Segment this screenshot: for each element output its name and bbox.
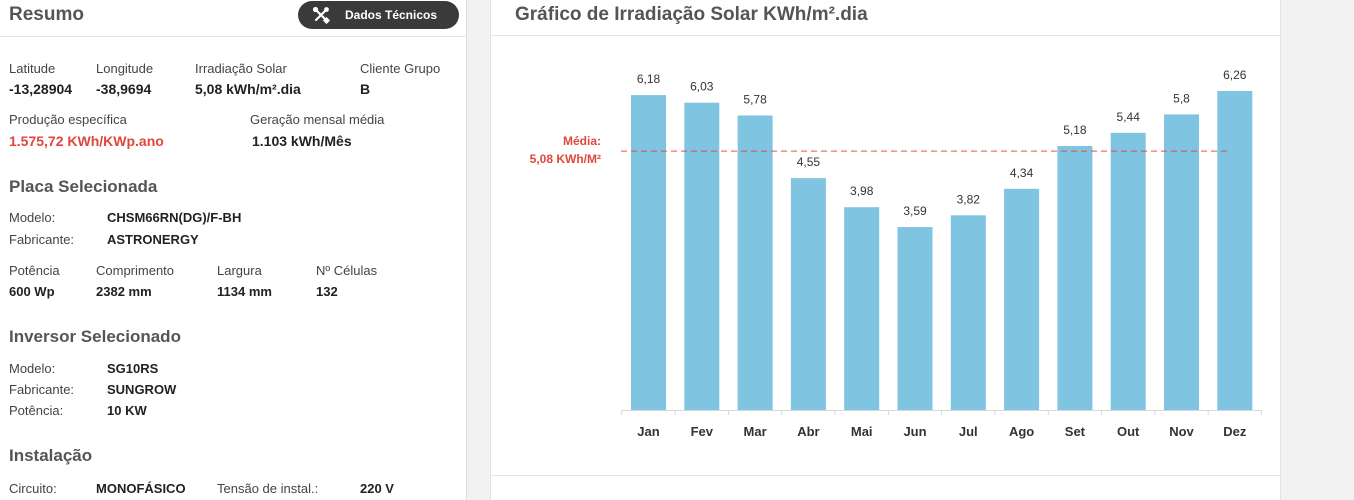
panel-model-value: CHSM66RN(DG)/F-BH bbox=[107, 210, 242, 225]
x-tick-label: Jul bbox=[959, 424, 978, 439]
x-tick-label: Jan bbox=[637, 424, 659, 439]
bar-abr bbox=[790, 178, 826, 410]
bar-fev bbox=[684, 102, 720, 410]
average-label: Média: bbox=[563, 134, 601, 148]
installation-section-title: Instalação bbox=[9, 446, 93, 465]
chart-panel: Gráfico de Irradiação Solar KWh/m².dia 6… bbox=[490, 0, 1281, 500]
client-group-value: B bbox=[360, 81, 371, 97]
voltage-value: 220 V bbox=[360, 481, 394, 496]
panel-manufacturer-value: ASTRONERGY bbox=[107, 232, 199, 247]
bar-value-label: 3,59 bbox=[903, 204, 927, 218]
inverter-power-label: Potência: bbox=[9, 403, 64, 418]
x-tick-label: Jun bbox=[903, 424, 926, 439]
bar-value-label: 5,8 bbox=[1173, 91, 1190, 105]
voltage-label: Tensão de instal.: bbox=[217, 481, 319, 496]
inverter-manufacturer-label: Fabricante: bbox=[9, 382, 75, 397]
bar-value-label: 6,03 bbox=[690, 80, 714, 94]
longitude-value: -38,9694 bbox=[96, 81, 152, 97]
irradiation-bar-chart: 6,18 Jan 6,03 Fev 5,78 Mar 4,55 Abr 3,98 Mai 3,59 J… bbox=[530, 68, 1262, 439]
inverter-model-value: SG10RS bbox=[107, 361, 159, 376]
bar-ago bbox=[1004, 188, 1040, 410]
panel-power-label: Potência bbox=[9, 263, 60, 278]
bar-jan bbox=[631, 95, 666, 410]
bar-jul bbox=[950, 215, 986, 410]
bar-dez bbox=[1217, 91, 1253, 410]
inverter-model-label: Modelo: bbox=[9, 361, 56, 376]
panel-length-label: Comprimento bbox=[96, 263, 175, 278]
monthly-generation-value: 1.103 kWh/Mês bbox=[252, 133, 352, 149]
panel-cells-label: Nº Células bbox=[316, 263, 378, 278]
panel-manufacturer-label: Fabricante: bbox=[9, 232, 75, 247]
inverter-section-title: Inversor Selecionado bbox=[9, 327, 181, 346]
client-group-label: Cliente Grupo bbox=[360, 61, 441, 76]
summary-title: Resumo bbox=[9, 4, 84, 25]
circuit-value: MONOFÁSICO bbox=[96, 481, 186, 496]
x-tick-label: Dez bbox=[1223, 424, 1247, 439]
x-tick-label: Mai bbox=[851, 424, 873, 439]
panel-length-value: 2382 mm bbox=[96, 284, 152, 299]
x-tick-label: Out bbox=[1117, 424, 1140, 439]
x-tick-label: Ago bbox=[1009, 424, 1034, 439]
bar-nov bbox=[1164, 114, 1199, 411]
bar-out bbox=[1110, 132, 1146, 411]
chart-header-divider bbox=[491, 35, 1280, 36]
bar-value-label: 3,98 bbox=[850, 184, 874, 198]
panel-power-value: 600 Wp bbox=[9, 284, 55, 299]
inverter-power-value: 10 KW bbox=[107, 403, 147, 418]
panel-section-title: Placa Selecionada bbox=[9, 177, 158, 196]
bar-set bbox=[1057, 146, 1093, 410]
bar-value-label: 5,78 bbox=[743, 93, 767, 107]
specific-production-label: Produção específica bbox=[9, 112, 127, 127]
bar-value-label: 5,44 bbox=[1117, 110, 1141, 124]
panel-width-label: Largura bbox=[217, 263, 262, 278]
bar-value-label: 3,82 bbox=[957, 192, 981, 206]
summary-panel: Resumo Dados Técnicos Latitude -13,28904… bbox=[0, 0, 467, 500]
technical-data-button-label: Dados Técnicos bbox=[345, 8, 438, 22]
bar-mai bbox=[844, 207, 880, 410]
x-tick-label: Mar bbox=[744, 424, 767, 439]
wrench-screwdriver-icon bbox=[312, 6, 330, 24]
specific-production-value: 1.575,72 KWh/KWp.ano bbox=[9, 133, 164, 149]
latitude-label: Latitude bbox=[9, 61, 56, 76]
irradiation-label: Irradiação Solar bbox=[195, 61, 287, 76]
x-tick-label: Set bbox=[1065, 424, 1086, 439]
panel-model-label: Modelo: bbox=[9, 210, 56, 225]
bar-value-label: 4,34 bbox=[1010, 166, 1034, 180]
x-tick-label: Abr bbox=[797, 424, 819, 439]
panel-width-value: 1134 mm bbox=[217, 284, 272, 299]
bar-value-label: 6,18 bbox=[637, 72, 661, 86]
circuit-label: Circuito: bbox=[9, 481, 57, 496]
average-value-label: 5,08 KWh/M² bbox=[530, 152, 601, 166]
x-tick-label: Fev bbox=[691, 424, 714, 439]
irradiation-value: 5,08 kWh/m².dia bbox=[195, 81, 301, 97]
bar-mar bbox=[737, 115, 773, 410]
bar-value-label: 4,55 bbox=[797, 155, 821, 169]
x-tick-label: Nov bbox=[1169, 424, 1194, 439]
bar-value-label: 5,18 bbox=[1063, 123, 1087, 137]
panel-cells-value: 132 bbox=[316, 284, 338, 299]
bar-jun bbox=[897, 227, 933, 410]
technical-data-button[interactable]: Dados Técnicos bbox=[298, 1, 459, 29]
inverter-manufacturer-value: SUNGROW bbox=[107, 382, 177, 397]
chart-footer-divider bbox=[491, 475, 1280, 476]
latitude-value: -13,28904 bbox=[9, 81, 73, 97]
header-divider bbox=[0, 36, 467, 37]
monthly-generation-label: Geração mensal média bbox=[250, 112, 385, 127]
longitude-label: Longitude bbox=[96, 61, 154, 76]
bar-value-label: 6,26 bbox=[1223, 68, 1247, 82]
chart-title: Gráfico de Irradiação Solar KWh/m².dia bbox=[515, 4, 868, 25]
